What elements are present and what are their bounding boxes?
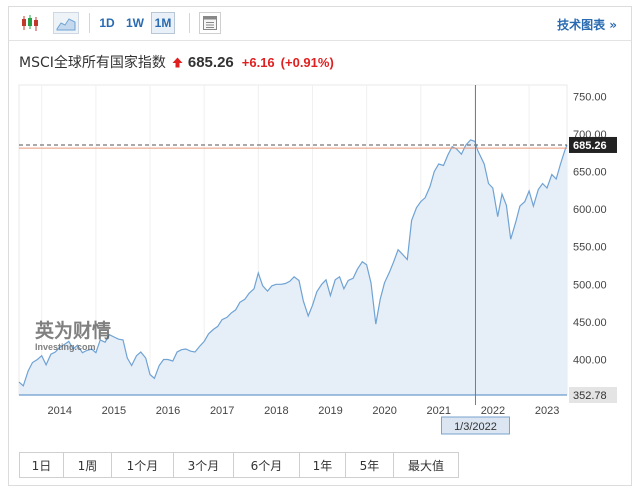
range-button-6[interactable]: 5年 (346, 453, 394, 477)
y-tick-label: 500.00 (573, 279, 607, 291)
period-1m-button[interactable]: 1M (151, 12, 175, 34)
y-tick-label: 650.00 (573, 166, 607, 178)
x-tick-label: 2023 (535, 405, 559, 417)
x-tick-label: 2018 (264, 405, 288, 417)
min-value-tag-label: 352.78 (573, 390, 607, 402)
period-1d-button[interactable]: 1D (99, 16, 115, 30)
price-change: +6.16 (241, 54, 275, 70)
x-tick-label: 2014 (48, 405, 72, 417)
last-price-tag-label: 685.26 (573, 140, 607, 152)
period-1w-button[interactable]: 1W (126, 16, 144, 30)
price-change-percent: (+0.91%) (280, 54, 334, 70)
price-chart[interactable]: 750.00700.00650.00600.00550.00500.00450.… (9, 7, 631, 447)
x-tick-label: 2020 (372, 405, 396, 417)
range-button-4[interactable]: 6个月 (234, 453, 300, 477)
range-button-7[interactable]: 最大值 (394, 453, 458, 477)
watermark-brand: 英为财情 (35, 319, 111, 342)
x-tick-label: 2017 (210, 405, 234, 417)
x-tick-label: 2022 (481, 405, 505, 417)
range-button-2[interactable]: 1个月 (112, 453, 174, 477)
last-price-tag (569, 136, 617, 153)
toolbar-separator (189, 13, 190, 33)
x-tick-label: 2019 (318, 405, 342, 417)
y-tick-label: 750.00 (573, 91, 607, 103)
crosshair-date-tag (440, 416, 510, 435)
watermark-sub: Investing.com (35, 342, 96, 352)
chart-widget: 1D 1W 1M 技术图表 » MSCI全球所有国家指数 685.26 +6.1… (8, 6, 632, 486)
min-value-tag (569, 387, 617, 403)
tech-chart-link[interactable]: 技术图表 » (557, 18, 617, 32)
range-button-0[interactable]: 1日 (20, 453, 64, 477)
y-tick-label: 550.00 (573, 242, 607, 254)
x-tick-label: 2016 (156, 405, 180, 417)
y-tick-label: 400.00 (573, 354, 607, 366)
x-tick-label: 2015 (102, 405, 126, 417)
toolbar-separator (89, 13, 90, 33)
x-tick-label: 2021 (427, 405, 451, 417)
area-chart-icon[interactable] (53, 12, 79, 34)
candlestick-icon[interactable] (17, 12, 43, 34)
up-arrow-icon (172, 57, 183, 67)
chart-toolbar: 1D 1W 1M 技术图表 » (9, 7, 631, 41)
range-selector: 1日 1周 1个月 3个月 6个月 1年 5年 最大值 (19, 452, 459, 478)
y-tick-label: 600.00 (573, 204, 607, 216)
price-line (18, 139, 568, 387)
quote-header: MSCI全球所有国家指数 685.26 +6.16 (+0.91%) (19, 52, 334, 72)
settings-grid-icon[interactable] (199, 12, 221, 34)
range-button-1[interactable]: 1周 (64, 453, 112, 477)
instrument-name: MSCI全球所有国家指数 (19, 55, 166, 71)
price-area (19, 139, 567, 395)
y-tick-label: 450.00 (573, 317, 607, 329)
last-price: 685.26 (187, 53, 234, 71)
crosshair-date-label: 1/3/2022 (454, 421, 497, 433)
range-button-3[interactable]: 3个月 (174, 453, 234, 477)
range-button-5[interactable]: 1年 (300, 453, 346, 477)
